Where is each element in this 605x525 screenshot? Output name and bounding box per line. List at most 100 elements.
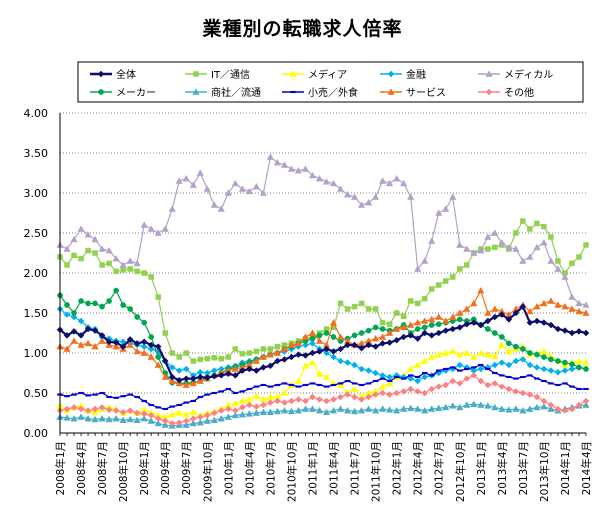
data-point — [498, 405, 506, 412]
data-point — [246, 401, 253, 409]
data-point — [106, 395, 112, 399]
data-point — [280, 389, 289, 396]
data-point — [169, 350, 175, 356]
data-point — [168, 205, 176, 212]
data-point — [428, 237, 436, 244]
legend-marker — [485, 70, 493, 77]
data-point — [126, 407, 134, 414]
data-point — [470, 372, 478, 379]
data-point — [231, 365, 239, 372]
data-point — [386, 406, 394, 413]
data-point — [491, 229, 499, 236]
legend-label: 全体 — [116, 68, 136, 81]
data-point — [323, 345, 330, 353]
data-point — [372, 379, 379, 383]
data-point — [238, 397, 246, 404]
legend-marker — [97, 70, 105, 78]
data-point — [533, 403, 541, 411]
data-point — [119, 416, 127, 424]
data-point — [77, 317, 85, 325]
data-point — [189, 181, 197, 188]
data-point — [127, 266, 133, 272]
data-point — [126, 341, 134, 348]
x-tick-label: 2010年4月 — [243, 441, 256, 495]
data-point — [252, 392, 260, 400]
x-tick-label: 2011年7月 — [349, 441, 362, 495]
x-tick-label: 2014年1月 — [559, 441, 572, 495]
data-point — [583, 366, 589, 372]
data-point — [274, 383, 281, 387]
data-point — [533, 302, 541, 310]
data-point — [259, 408, 268, 416]
data-point — [477, 365, 485, 373]
x-tick-label: 2013年10月 — [538, 441, 551, 502]
data-point — [253, 385, 260, 388]
data-point — [561, 407, 569, 414]
data-point — [470, 319, 478, 326]
data-point — [358, 344, 365, 352]
data-point — [350, 193, 359, 200]
data-point — [435, 383, 443, 390]
data-point — [308, 405, 317, 412]
data-point — [330, 334, 337, 340]
data-point — [464, 262, 470, 268]
data-point — [148, 274, 154, 280]
data-point — [266, 153, 275, 160]
data-point — [561, 302, 569, 310]
data-point — [379, 372, 386, 379]
data-point — [301, 165, 310, 172]
data-point — [140, 349, 148, 356]
data-point — [449, 313, 457, 320]
data-point — [449, 274, 456, 280]
data-point — [513, 377, 519, 380]
data-point — [470, 299, 478, 307]
data-point — [148, 334, 155, 340]
data-point — [98, 245, 106, 252]
data-point — [92, 393, 98, 396]
data-point — [337, 345, 344, 353]
data-point — [505, 243, 513, 251]
series-6 — [57, 287, 589, 387]
data-point — [421, 324, 428, 331]
data-point — [155, 354, 162, 360]
data-point — [154, 419, 162, 427]
data-point — [71, 252, 77, 259]
data-point — [428, 332, 436, 339]
x-tick-label: 2009年4月 — [159, 441, 172, 495]
data-point — [456, 380, 464, 387]
data-point — [463, 305, 471, 312]
data-point — [449, 347, 457, 355]
data-point — [260, 364, 267, 371]
data-point — [421, 389, 429, 397]
legend-label: メーカー — [116, 87, 156, 99]
data-point — [498, 311, 506, 318]
data-point — [365, 393, 372, 401]
data-point — [421, 329, 429, 337]
data-point — [378, 333, 387, 340]
data-point — [498, 341, 506, 348]
data-point — [583, 387, 589, 391]
data-point — [147, 353, 155, 360]
data-point — [175, 177, 183, 184]
data-point — [217, 407, 225, 414]
data-point — [386, 179, 394, 187]
data-point — [364, 198, 373, 206]
data-point — [519, 406, 527, 414]
series-line — [59, 403, 587, 427]
data-point — [63, 311, 71, 318]
data-point — [119, 261, 127, 268]
data-point — [154, 415, 162, 422]
data-point — [323, 330, 330, 336]
data-point — [407, 404, 415, 412]
data-point — [407, 193, 415, 200]
data-point — [554, 325, 562, 333]
data-point — [442, 367, 449, 371]
data-point — [113, 396, 119, 399]
data-point — [70, 337, 78, 344]
data-point — [92, 300, 98, 307]
data-point — [189, 379, 197, 387]
data-point — [582, 397, 590, 405]
data-point — [492, 244, 498, 251]
data-point — [541, 354, 547, 360]
data-point — [344, 306, 351, 312]
